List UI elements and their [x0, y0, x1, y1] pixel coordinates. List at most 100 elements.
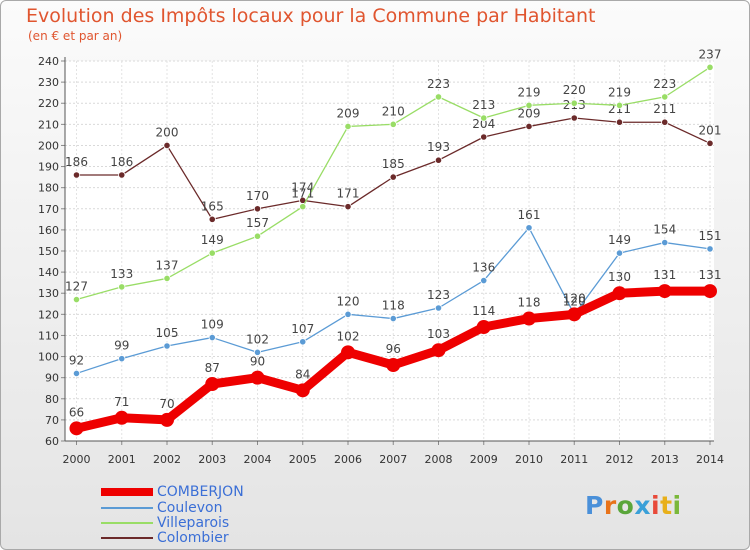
y-tick-label: 130 — [38, 287, 59, 300]
logo-letter: o — [616, 491, 635, 520]
data-point — [661, 118, 669, 126]
legend-swatch — [101, 488, 153, 496]
data-point — [703, 284, 717, 299]
data-label: 70 — [159, 397, 174, 411]
y-tick-label: 190 — [38, 161, 59, 174]
data-point — [163, 342, 171, 350]
data-label: 87 — [205, 361, 220, 375]
data-point — [525, 122, 533, 131]
y-tick-label: 180 — [38, 182, 59, 195]
data-label: 171 — [337, 187, 360, 201]
data-point — [163, 274, 171, 283]
data-point — [295, 383, 310, 398]
legend-item-colombier: Colombier — [101, 530, 229, 546]
x-tick-label: 2009 — [470, 453, 498, 466]
legend-label: COMBERJON — [157, 484, 244, 500]
y-tick-label: 230 — [38, 76, 59, 89]
data-point — [299, 338, 307, 346]
data-label: 102 — [337, 329, 360, 343]
data-label: 90 — [250, 355, 265, 369]
data-point — [525, 224, 533, 232]
data-label: 130 — [608, 270, 631, 284]
y-tick-label: 220 — [38, 97, 59, 110]
y-tick-label: 120 — [38, 308, 59, 321]
data-point — [72, 369, 81, 378]
x-tick-label: 2010 — [515, 453, 543, 466]
x-tick-label: 2005 — [289, 453, 317, 466]
data-point — [118, 171, 126, 179]
y-tick-label: 70 — [45, 414, 59, 427]
logo-letter: x — [634, 491, 651, 520]
data-label: 131 — [653, 268, 676, 282]
data-label: 170 — [246, 189, 269, 203]
data-point — [253, 348, 262, 356]
data-label: 99 — [114, 339, 129, 353]
data-label: 209 — [518, 106, 541, 120]
data-label: 204 — [472, 117, 495, 131]
data-label: 120 — [337, 294, 360, 308]
data-point — [72, 295, 81, 304]
data-label: 118 — [518, 296, 541, 310]
data-label: 137 — [156, 258, 179, 272]
data-label: 220 — [563, 83, 586, 97]
data-point — [525, 101, 533, 109]
data-point — [389, 120, 397, 128]
data-label: 211 — [608, 102, 631, 116]
x-tick-label: 2003 — [198, 453, 226, 466]
data-label: 157 — [246, 216, 269, 230]
data-point — [250, 370, 265, 385]
data-label: 102 — [246, 332, 269, 346]
data-label: 149 — [201, 233, 224, 247]
data-label: 127 — [65, 280, 88, 294]
data-point — [434, 93, 443, 101]
data-point — [612, 286, 627, 301]
data-point — [389, 314, 397, 323]
data-label: 174 — [291, 180, 314, 194]
x-tick-label: 2007 — [379, 453, 407, 466]
logo-letter: i — [651, 491, 661, 520]
data-label: 223 — [653, 77, 676, 91]
data-point — [208, 333, 216, 342]
data-label: 151 — [699, 229, 722, 243]
data-label: 186 — [65, 155, 88, 169]
data-point — [661, 93, 669, 101]
data-label: 171 — [291, 187, 314, 201]
legend-swatch — [101, 507, 153, 509]
x-tick-label: 2004 — [244, 453, 272, 466]
data-point — [706, 63, 714, 71]
data-point — [163, 141, 171, 150]
data-label: 223 — [427, 77, 450, 91]
data-point — [160, 412, 174, 427]
data-point — [522, 311, 536, 326]
data-point — [434, 156, 443, 164]
y-tick-label: 210 — [38, 118, 59, 131]
data-label: 114 — [472, 304, 495, 318]
data-point — [706, 245, 714, 253]
x-tick-label: 2002 — [153, 453, 181, 466]
data-label: 210 — [382, 104, 405, 118]
data-label: 193 — [427, 140, 450, 154]
data-label: 209 — [337, 106, 360, 120]
y-tick-label: 240 — [38, 55, 59, 68]
x-tick-label: 2008 — [425, 453, 453, 466]
y-tick-label: 110 — [38, 329, 59, 342]
data-label: 103 — [427, 327, 450, 341]
data-point — [344, 310, 352, 318]
legend-swatch — [101, 522, 153, 524]
y-tick-label: 90 — [45, 372, 59, 385]
y-tick-label: 200 — [38, 139, 59, 152]
y-tick-label: 140 — [38, 266, 59, 279]
x-tick-label: 2000 — [63, 453, 91, 466]
data-point — [118, 283, 126, 291]
logo-letter: r — [603, 491, 617, 520]
data-label: 133 — [110, 267, 133, 281]
data-label: 92 — [69, 353, 84, 367]
data-label: 109 — [201, 318, 224, 332]
data-point — [615, 101, 624, 109]
data-point — [205, 377, 220, 391]
y-tick-label: 170 — [38, 203, 59, 216]
data-label: 185 — [382, 157, 405, 171]
data-label: 123 — [427, 288, 450, 302]
data-point — [208, 215, 216, 223]
